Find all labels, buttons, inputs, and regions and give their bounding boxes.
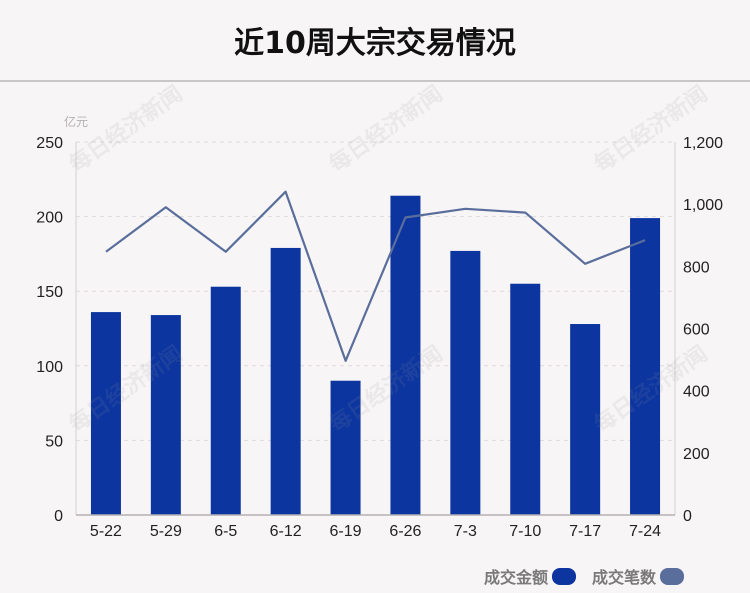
legend-label-count: 成交笔数 — [592, 568, 657, 587]
right-tick-label: 400 — [683, 384, 710, 401]
x-tick-label: 6-26 — [389, 523, 421, 540]
watermark: 每日经济新闻 — [324, 81, 447, 178]
bar-amount — [270, 247, 301, 515]
bar-amount — [510, 283, 541, 515]
bar-amount — [630, 218, 661, 516]
x-tick-label: 6-12 — [270, 523, 302, 540]
x-tick-label: 6-19 — [330, 523, 362, 540]
bar-amount — [450, 250, 481, 515]
watermark: 每日经济新闻 — [64, 81, 187, 178]
left-tick-label: 200 — [36, 210, 63, 227]
legend-item-count: 成交笔数 — [592, 564, 685, 588]
left-axis-unit: 亿元 — [64, 114, 88, 129]
legend-label-amount: 成交金额 — [484, 568, 549, 587]
right-tick-label: 800 — [683, 259, 710, 276]
left-tick-label: 100 — [36, 359, 63, 376]
right-tick-label: 1,000 — [683, 197, 723, 214]
title-divider — [0, 80, 750, 82]
right-tick-label: 0 — [683, 508, 692, 525]
chart-title: 近10周大宗交易情况 — [234, 26, 516, 61]
x-tick-label: 7-17 — [569, 523, 601, 540]
left-tick-label: 150 — [36, 284, 63, 301]
x-tick-label: 5-29 — [150, 523, 182, 540]
legend-swatch-amount — [552, 567, 577, 585]
right-tick-label: 600 — [683, 322, 710, 339]
bar-amount — [330, 380, 361, 515]
x-tick-label: 7-3 — [454, 523, 477, 540]
bar-amount — [150, 315, 181, 515]
left-tick-label: 0 — [54, 508, 63, 525]
x-tick-label: 7-24 — [629, 523, 661, 540]
right-tick-label: 1,200 — [683, 135, 723, 152]
right-tick-label: 200 — [683, 446, 710, 463]
legend-swatch-count — [660, 567, 685, 585]
left-tick-label: 250 — [36, 135, 63, 152]
bar-amount — [210, 286, 241, 515]
bar-amount — [570, 324, 601, 515]
legend: 成交金额 成交笔数 — [484, 564, 700, 588]
x-tick-label: 6-5 — [214, 523, 237, 540]
bar-amount — [90, 312, 121, 515]
x-tick-label: 7-10 — [509, 523, 541, 540]
legend-item-amount: 成交金额 — [484, 564, 577, 588]
bar-amount — [390, 195, 421, 515]
x-tick-label: 5-22 — [90, 523, 122, 540]
line-count — [105, 190, 646, 362]
left-tick-label: 50 — [45, 433, 63, 450]
watermark: 每日经济新闻 — [589, 81, 712, 178]
